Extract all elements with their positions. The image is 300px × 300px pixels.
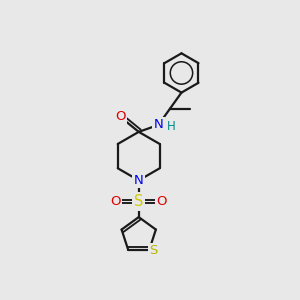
Text: S: S <box>149 244 158 257</box>
Text: N: N <box>134 174 144 187</box>
Text: O: O <box>157 195 167 208</box>
Text: O: O <box>115 110 125 123</box>
Text: S: S <box>134 194 143 209</box>
Text: N: N <box>154 118 163 131</box>
Text: O: O <box>110 195 121 208</box>
Text: H: H <box>167 120 176 133</box>
